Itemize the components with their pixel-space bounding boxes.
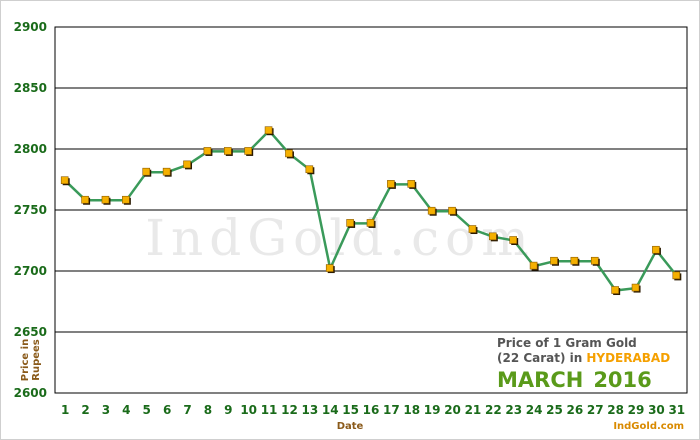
x-tick-label: 2	[81, 403, 89, 417]
y-tick-label: 2750	[14, 203, 47, 217]
data-point	[631, 283, 640, 292]
data-point	[244, 147, 252, 155]
x-tick-label: 14	[322, 403, 339, 417]
info-month-year: MARCH 2016	[497, 368, 652, 392]
data-point	[285, 149, 293, 158]
x-tick-label: 20	[444, 403, 461, 417]
x-axis-title: Date	[337, 421, 364, 432]
data-point	[203, 147, 212, 155]
y-tick-label: 2700	[14, 264, 47, 278]
x-tick-label: 27	[587, 403, 604, 417]
data-point	[672, 271, 681, 280]
data-point	[325, 264, 334, 272]
info-year: 2016	[593, 368, 651, 392]
x-tick-label: 8	[204, 403, 212, 417]
x-tick-label: 15	[342, 403, 359, 417]
data-point	[590, 256, 599, 265]
data-point	[652, 245, 660, 254]
data-point	[407, 180, 416, 188]
x-tick-label: 3	[102, 403, 110, 417]
data-point	[183, 160, 191, 169]
info-city: HYDERABAD	[586, 351, 670, 365]
x-tick-label: 4	[122, 403, 130, 417]
data-point	[427, 206, 436, 215]
y-tick-label: 2800	[14, 142, 47, 156]
y-tick-label: 2650	[14, 325, 47, 339]
data-point	[305, 165, 314, 174]
data-point	[570, 256, 579, 265]
x-tick-label: 9	[224, 403, 232, 417]
data-point	[448, 206, 456, 215]
data-point	[468, 225, 477, 233]
info-subtitle: (22 Carat) in HYDERABAD	[497, 351, 670, 365]
watermark-text: IndGold.com	[145, 209, 534, 267]
x-tick-label: 22	[485, 403, 502, 417]
data-point	[81, 195, 89, 204]
info-carat: (22 Carat) in	[497, 351, 582, 365]
x-tick-label: 1	[61, 403, 69, 417]
data-point	[162, 167, 171, 176]
x-tick-label: 30	[648, 403, 665, 417]
x-tick-label: 31	[668, 403, 685, 417]
x-tick-label: 25	[546, 403, 563, 417]
data-point	[509, 236, 518, 244]
data-point	[387, 180, 395, 188]
plot-area	[54, 26, 688, 394]
x-tick-label: 18	[403, 403, 420, 417]
data-point	[346, 219, 354, 227]
x-tick-label: 6	[163, 403, 171, 417]
data-point	[489, 232, 497, 241]
x-tick-label: 13	[301, 403, 318, 417]
data-point	[611, 286, 619, 294]
data-point	[550, 256, 558, 265]
x-tick-label: 17	[383, 403, 400, 417]
data-point	[142, 167, 151, 176]
data-point	[60, 176, 69, 185]
x-tick-label: 24	[526, 403, 543, 417]
site-credit: IndGold.com	[613, 421, 684, 432]
info-box: Price of 1 Gram Gold (22 Carat) in HYDERA…	[497, 336, 684, 432]
marker-layer	[60, 126, 682, 296]
x-tick-label: 10	[240, 403, 257, 417]
y-axis-title-line2: Rupees	[31, 339, 42, 381]
x-axis-ticks: 1 2 3 4 5 6 7 8 9 10 11 12 13 14 15 16 17 18 19 20 21 22 23 24 2…	[61, 403, 685, 417]
x-tick-label: 12	[281, 403, 298, 417]
y-axis-ticks: 2600 2650 2700 2750 2800 2850 2900	[14, 20, 47, 400]
y-axis-title: Price in Rupees	[20, 339, 42, 381]
data-point	[101, 195, 110, 204]
x-tick-label: 29	[628, 403, 645, 417]
y-tick-label: 2600	[14, 386, 47, 400]
y-tick-label: 2850	[14, 81, 47, 95]
y-axis-title-line1: Price in	[20, 339, 31, 381]
x-tick-label: 21	[465, 403, 482, 417]
x-tick-label: 5	[143, 403, 151, 417]
y-tick-label: 2900	[14, 20, 47, 34]
x-tick-label: 16	[363, 403, 380, 417]
data-point	[122, 195, 130, 204]
data-point	[529, 261, 538, 270]
x-tick-label: 28	[607, 403, 624, 417]
info-title: Price of 1 Gram Gold	[497, 336, 637, 350]
x-tick-label: 19	[424, 403, 441, 417]
data-point	[366, 219, 375, 227]
data-point	[264, 126, 273, 134]
x-tick-label: 7	[183, 403, 191, 417]
x-tick-label: 26	[567, 403, 584, 417]
data-point	[223, 147, 232, 155]
x-tick-label: 23	[505, 403, 522, 417]
info-month: MARCH	[497, 368, 583, 392]
grid-lines	[55, 87, 687, 333]
x-tick-label: 11	[261, 403, 278, 417]
